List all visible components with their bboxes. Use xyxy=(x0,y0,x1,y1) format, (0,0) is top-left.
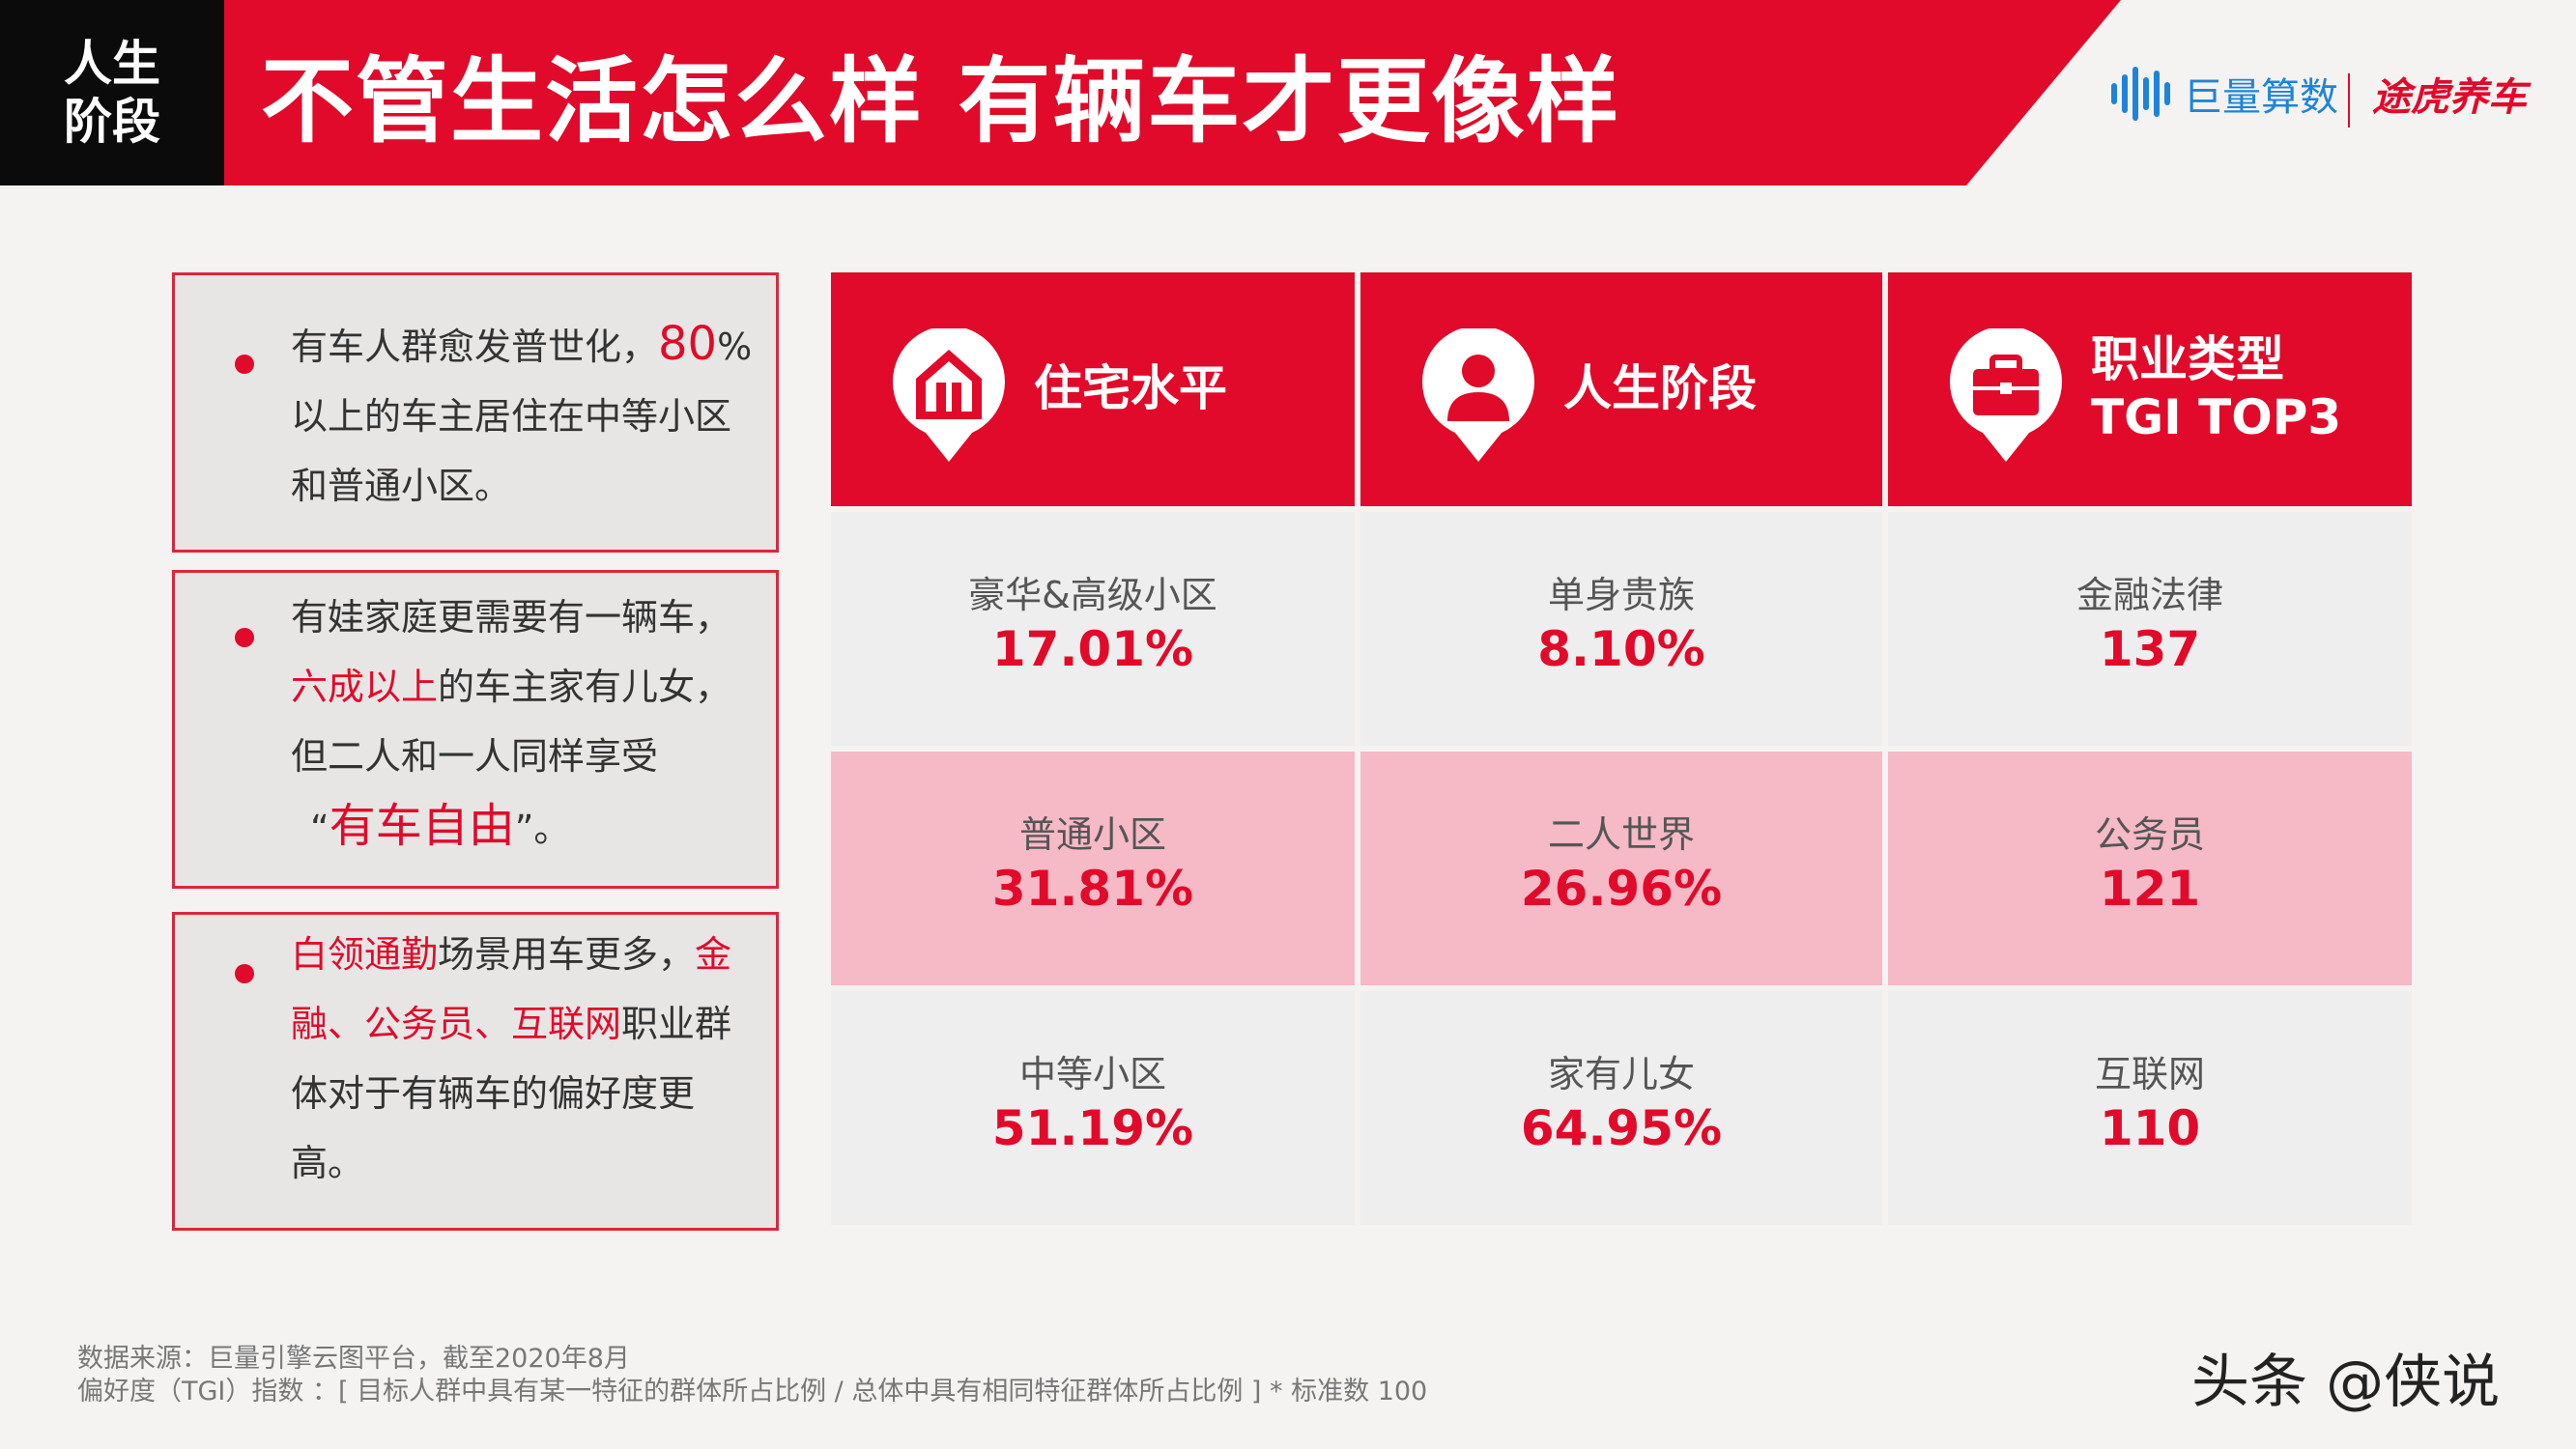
note-card-3: 白领通勤场景用车更多，金融、公务员、互联网职业群体对于有辆车的偏好度更高。 xyxy=(172,912,779,1231)
note-text-part: “ xyxy=(310,808,329,850)
juliang-logo-text: 巨量算数 xyxy=(2184,75,2338,120)
cell-label: 豪华&高级小区 xyxy=(968,574,1217,616)
column-title-line1: 住宅水平 xyxy=(1034,360,1227,416)
cell-value: 17.01% xyxy=(991,621,1194,677)
column-header-occupation: 职业类型 TGI TOP3 xyxy=(1888,272,2412,506)
note-text-part: ”。 xyxy=(514,808,571,850)
cell-value: 121 xyxy=(2099,861,2201,917)
table-cell: 中等小区 51.19% xyxy=(831,991,1355,1225)
column-header-housing: 住宅水平 xyxy=(831,272,1355,506)
watermark: 头条 @侠说 xyxy=(2191,1349,2501,1416)
cell-label: 金融法律 xyxy=(2075,574,2223,616)
table-cell: 金融法律 137 xyxy=(1888,512,2412,746)
note-highlight-commute: 白领通勤 xyxy=(291,933,439,976)
cell-value: 137 xyxy=(2099,621,2201,677)
cell-label: 互联网 xyxy=(2094,1053,2205,1095)
data-source-note: 数据来源：巨量引擎云图平台，截至2020年8月 xyxy=(77,1344,630,1374)
cell-value: 26.96% xyxy=(1520,861,1723,917)
table-cell: 二人世界 26.96% xyxy=(1360,752,1882,985)
bullet-dot xyxy=(235,628,254,647)
tuhu-logo-text: 途虎养车 xyxy=(2372,75,2527,120)
note-card-1: 有车人群愈发普世化，80%以上的车主居住在中等小区和普通小区。 xyxy=(172,272,779,553)
note-text-part: 有娃家庭更需要有一辆车， xyxy=(291,596,732,639)
table-cell: 普通小区 31.81% xyxy=(831,752,1355,985)
column-title-line2: TGI TOP3 xyxy=(2091,389,2342,445)
page-title: 不管生活怎么样 有辆车才更像样 xyxy=(261,46,1621,156)
cell-label: 中等小区 xyxy=(1018,1053,1166,1095)
note-highlight-occupations: 金融、公务员、互联网 xyxy=(291,933,732,1045)
cell-value: 8.10% xyxy=(1537,621,1705,677)
note-text: 有车人群愈发普世化，80%以上的车主居住在中等小区和普通小区。 xyxy=(291,309,762,521)
tgi-definition-note: 偏好度（TGI）指数 ：[ 目标人群中具有某一特征的群体所占比例 / 总体中具有… xyxy=(77,1377,1428,1406)
table-cell: 单身贵族 8.10% xyxy=(1360,512,1882,746)
column-title-line1: 人生阶段 xyxy=(1563,360,1757,416)
briefcase-pin-icon xyxy=(1950,328,2062,462)
table-cell: 家有儿女 64.95% xyxy=(1360,991,1882,1225)
cell-label: 家有儿女 xyxy=(1547,1053,1695,1095)
section-tag-line1: 人生 xyxy=(64,36,160,92)
note-highlight-car-freedom: 有车自由 xyxy=(329,799,515,853)
cell-label: 二人世界 xyxy=(1547,813,1695,856)
header-banner xyxy=(0,0,2121,185)
column-title-line1: 职业类型 xyxy=(2091,331,2284,387)
note-text-part: 场景用车更多， xyxy=(438,933,696,976)
cell-label: 普通小区 xyxy=(1018,813,1166,856)
note-text: 有娃家庭更需要有一辆车， 六成以上的车主家有儿女，但二人和一人同样享受 “有车自由”… xyxy=(291,582,762,864)
column-header-life-stage: 人生阶段 xyxy=(1360,272,1882,506)
table-cell: 公务员 121 xyxy=(1888,752,2412,985)
bullet-dot xyxy=(235,964,254,983)
cell-value: 31.81% xyxy=(991,861,1194,917)
table-cell: 豪华&高级小区 17.01% xyxy=(831,512,1355,746)
column-title: 职业类型 TGI TOP3 xyxy=(2091,321,2341,456)
cell-label: 公务员 xyxy=(2094,813,2205,856)
note-text-part: 有车人群愈发普世化， xyxy=(291,326,659,368)
house-pin-icon xyxy=(893,328,1005,462)
juliang-logo: 巨量算数 xyxy=(2111,67,2338,121)
note-text: 白领通勤场景用车更多，金融、公务员、互联网职业群体对于有辆车的偏好度更高。 xyxy=(291,920,762,1198)
note-text-part: 的车主家有儿女，但二人和一人同样享受 xyxy=(291,666,732,778)
note-highlight-80: 80 xyxy=(658,317,718,371)
tuhu-logo: 途虎养车 xyxy=(2372,70,2527,120)
note-text-part: %以上的车主居住在中等小区和普通小区。 xyxy=(291,326,753,507)
table-cell: 互联网 110 xyxy=(1888,991,2412,1225)
person-pin-icon xyxy=(1422,328,1534,462)
section-tag-line2: 阶段 xyxy=(64,94,160,150)
bullet-dot xyxy=(235,355,254,374)
cell-label: 单身贵族 xyxy=(1547,574,1695,616)
cell-value: 110 xyxy=(2099,1100,2201,1156)
brand-divider xyxy=(2348,73,2350,128)
juliang-bars-icon xyxy=(2111,67,2170,121)
column-title: 住宅水平 xyxy=(1034,321,1227,456)
cell-value: 51.19% xyxy=(991,1100,1194,1156)
note-card-2: 有娃家庭更需要有一辆车， 六成以上的车主家有儿女，但二人和一人同样享受 “有车自由”… xyxy=(172,570,779,889)
column-title: 人生阶段 xyxy=(1563,321,1757,456)
note-highlight-sixty-percent: 六成以上 xyxy=(291,666,439,708)
note-text-part: 职业群体对于有辆车的偏好度更高。 xyxy=(291,1003,732,1184)
section-tag: 人生 阶段 xyxy=(0,0,224,185)
cell-value: 64.95% xyxy=(1520,1100,1723,1156)
footer-notes: 数据来源：巨量引擎云图平台，截至2020年8月 偏好度（TGI）指数 ：[ 目标… xyxy=(77,1343,1427,1408)
